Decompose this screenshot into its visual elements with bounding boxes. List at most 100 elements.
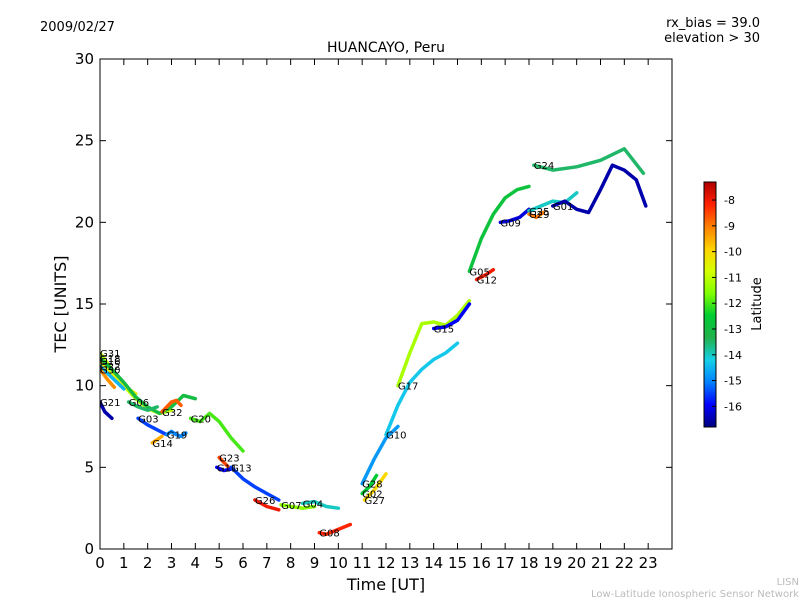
colorbar-tick-label: -16 [724,400,742,413]
colorbar-gradient [703,181,717,428]
colorbar-tick-label: -9 [724,220,735,233]
x-tick-label: 4 [191,554,201,572]
x-tick-label: 14 [424,554,443,572]
series-label-g22: G22 [100,362,120,373]
series-line-g22 [100,364,126,391]
colorbar-tick-label: -12 [724,297,742,310]
series-line-g27 [362,472,388,502]
series-label-g02: G02 [362,489,382,500]
series-line-g26 [253,498,281,512]
x-tick-label: 1 [119,554,129,572]
y-tick-label: 30 [75,50,94,68]
series-line-g08 [317,522,353,537]
series-label-g01: G01 [553,202,573,213]
series-line-g11 [215,465,233,473]
x-tick-label: 13 [400,554,419,572]
x-tick-label: 3 [167,554,177,572]
colorbar: -8 -9 -10 -11 -12 -13 -14 -15 -16 Latitude [703,181,765,428]
colorbar-ticks: -8 -9 -10 -11 -12 -13 -14 -15 -16 [712,194,742,413]
series-label-g08: G08 [319,529,339,540]
series-label-g13: G13 [231,463,251,474]
x-tick-label: 23 [639,554,658,572]
series-label-g19: G19 [167,431,187,442]
series-label-g26: G26 [255,496,275,507]
x-tick-label: 6 [238,554,248,572]
series-label-g16: G16 [100,357,120,368]
series-label-g30: G30 [100,365,120,376]
series-line-g19 [164,429,188,439]
x-tick-label: 7 [262,554,272,572]
series-line-g23 [217,455,231,470]
x-tick-label: 18 [519,554,538,572]
series-line-g04 [300,499,341,510]
series-line-g21 [100,400,114,421]
series-label-g31: G31 [100,349,120,360]
x-tick-label: 22 [615,554,634,572]
x-axis-label: Time [UT] [346,575,425,594]
colorbar-tick-label: -8 [724,194,735,207]
series-label-g11: G11 [217,463,237,474]
series-label-g07: G07 [281,501,301,512]
series-line-g02 [360,473,379,496]
series-label-g24: G24 [534,161,554,172]
x-tick-label: 10 [329,554,348,572]
colorbar-tick-label: -13 [724,323,742,336]
series-label-g32: G32 [162,408,182,419]
series-line-g30 [100,367,117,390]
x-tick-label: 9 [310,554,320,572]
x-tick-label: 16 [472,554,491,572]
series-label-g05: G05 [469,267,489,278]
series-label-g20: G20 [191,414,211,425]
series-label-g23: G23 [219,454,239,465]
footer-network: Low-Latitude Ionospheric Sensor Network [591,589,799,600]
x-tick-label: 8 [286,554,296,572]
series-line-g17 [396,298,472,388]
footer-lisn: LISN [777,577,799,588]
series-label-g27: G27 [365,496,385,507]
x-tick-label: 11 [353,554,372,572]
series-label-g18: G18 [100,354,120,365]
series-line-g09 [498,207,531,225]
x-tick-label: 20 [567,554,586,572]
x-tick-label: 17 [496,554,515,572]
colorbar-tick-label: -10 [724,246,742,259]
colorbar-label: Latitude [750,277,765,331]
series-label-g12: G12 [477,276,497,287]
series-label-g25: G25 [529,207,549,218]
x-tick-label: 21 [591,554,610,572]
series-line-g13 [229,465,281,502]
series-line-g07 [279,503,317,510]
series-label-g04: G04 [303,499,323,510]
series-line-g03 [136,416,169,437]
series-label-g21: G21 [100,398,120,409]
y-tick-label: 0 [84,540,94,558]
series-label-g03: G03 [138,414,158,425]
series-line-g29 [527,210,546,220]
series-layer [100,147,648,537]
y-axis-ticks: 0 5 10 15 20 25 30 [75,50,672,558]
y-tick-label: 25 [75,132,94,150]
series-label-g15: G15 [434,325,454,336]
series-line-g12 [474,267,496,282]
x-tick-label: 15 [448,554,467,572]
x-tick-label: 2 [143,554,153,572]
chart-title: HUANCAYO, Peru [327,40,445,56]
series-line-g32 [160,398,183,414]
series-label-g17: G17 [398,382,418,393]
y-tick-label: 20 [75,213,94,231]
x-tick-label: 12 [376,554,395,572]
series-label-g29: G29 [529,210,549,221]
series-label-g09: G09 [500,218,520,229]
series-label-g10: G10 [386,431,406,442]
x-axis-ticks: 0 1 2 3 4 5 6 7 8 9 10 11 12 13 14 15 16 17 18 19 20 21 22 23 [95,59,658,572]
series-label-g14: G14 [152,439,172,450]
y-axis-label: TEC [UNITS] [51,256,70,354]
elevation-label: elevation > 30 [664,31,760,46]
y-tick-label: 10 [75,377,94,395]
colorbar-tick-label: -14 [724,349,742,362]
series-line-g06 [126,400,159,412]
x-tick-label: 0 [95,554,105,572]
series-line-g25 [527,191,579,213]
